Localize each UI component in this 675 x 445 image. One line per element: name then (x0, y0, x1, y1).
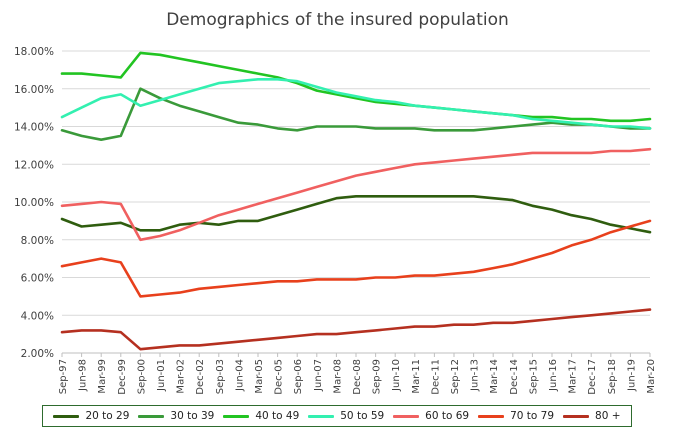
legend-label: 70 to 79 (510, 410, 555, 422)
y-tick-label: 4.00% (21, 310, 54, 322)
x-tick-label: Jun-19 (626, 359, 637, 392)
legend-label: 20 to 29 (85, 410, 130, 422)
legend-swatch (563, 414, 590, 418)
legend-item: 40 to 49 (223, 410, 299, 422)
x-tick-label: Jun-04 (234, 359, 245, 392)
series-lines (60, 51, 652, 351)
legend-label: 80 + (595, 410, 621, 422)
x-tick-label: Mar-99 (97, 359, 108, 394)
legend-label: 40 to 49 (255, 410, 300, 422)
x-tick-label: Dec-08 (352, 359, 363, 395)
x-tick-label: Dec-11 (430, 359, 441, 395)
legend-swatch (308, 414, 335, 418)
x-tick-label: Jun-07 (313, 359, 324, 392)
x-tick-label: Sep-15 (528, 359, 539, 394)
series-line-6 (60, 308, 652, 351)
x-tick-label: Mar-05 (254, 359, 265, 394)
x-tick-label: Jun-98 (78, 359, 89, 392)
x-tick-label: Jun-16 (548, 359, 559, 392)
x-tick-label: Sep-03 (215, 359, 226, 394)
x-tick-label: Mar-02 (176, 359, 187, 394)
series-line-0 (60, 195, 652, 234)
legend-label: 60 to 69 (425, 410, 470, 422)
y-tick-label: 2.00% (21, 348, 54, 360)
legend-item: 30 to 39 (138, 410, 214, 422)
series-line-3 (60, 78, 652, 130)
chart-legend: 20 to 29 30 to 39 40 to 49 50 to 59 60 to 69… (42, 405, 632, 427)
legend-swatch (223, 414, 250, 418)
x-tick-label: Jun-01 (156, 359, 167, 392)
y-tick-label: 6.00% (21, 273, 54, 285)
x-axis-labels: Sep-97 Jun-98 Mar-99 Dec-99 Sep-00 Jun-01 Mar-… (58, 353, 657, 395)
legend-swatch (478, 414, 505, 418)
x-tick-label: Mar-20 (646, 359, 657, 394)
series-line-4 (60, 147, 652, 242)
y-axis-labels: 2.00% 4.00% 6.00% 8.00% 10.00% 12.00% 14.00% 16… (14, 46, 54, 360)
y-tick-label: 8.00% (21, 235, 54, 247)
x-tick-label: Mar-17 (568, 359, 579, 394)
x-tick-label: Sep-06 (293, 359, 304, 394)
legend-item: 70 to 79 (478, 410, 554, 422)
series-line-1 (60, 87, 652, 141)
x-tick-label: Jun-13 (470, 359, 481, 392)
y-tick-label: 16.00% (14, 84, 54, 96)
legend-item: 60 to 69 (393, 410, 469, 422)
y-tick-label: 18.00% (14, 46, 54, 58)
x-tick-label: Dec-99 (117, 359, 128, 395)
series-line-2 (60, 51, 652, 123)
x-tick-label: Mar-11 (411, 359, 422, 394)
chart-title: Demographics of the insured population (166, 10, 509, 30)
y-tick-label: 12.00% (14, 159, 54, 171)
series-line-5 (60, 219, 652, 298)
legend-item: 20 to 29 (53, 410, 129, 422)
x-tick-label: Jun-10 (391, 359, 402, 392)
x-tick-label: Sep-12 (450, 359, 461, 394)
x-tick-label: Sep-97 (58, 359, 69, 394)
x-tick-label: Sep-00 (136, 359, 147, 394)
x-tick-label: Sep-18 (607, 359, 618, 394)
legend-item: 80 + (563, 410, 621, 422)
x-tick-label: Dec-02 (195, 359, 206, 395)
legend-label: 30 to 39 (170, 410, 215, 422)
x-tick-label: Mar-14 (489, 359, 500, 394)
legend-swatch (393, 414, 420, 418)
x-tick-label: Mar-08 (332, 359, 343, 394)
y-tick-label: 10.00% (14, 197, 54, 209)
legend-swatch (138, 414, 165, 418)
x-tick-label: Sep-09 (372, 359, 383, 394)
x-tick-label: Dec-17 (587, 359, 598, 395)
x-tick-label: Dec-14 (509, 359, 520, 395)
legend-swatch (53, 414, 80, 418)
legend-item: 50 to 59 (308, 410, 384, 422)
x-tick-label: Dec-05 (274, 359, 285, 395)
legend-label: 50 to 59 (340, 410, 385, 422)
y-tick-label: 14.00% (14, 122, 54, 134)
